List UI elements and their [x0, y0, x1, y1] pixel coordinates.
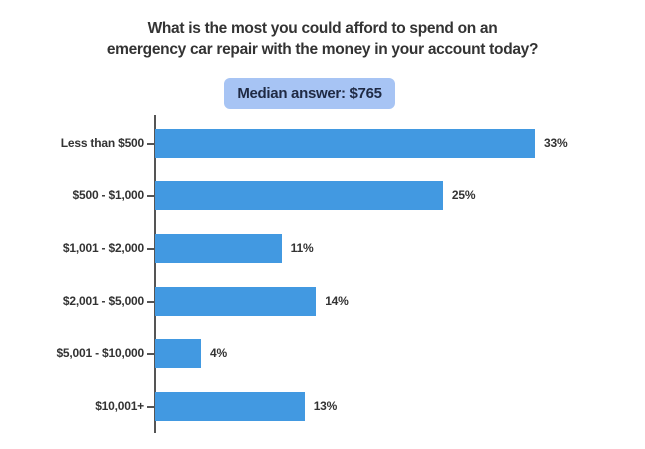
axis-tick: [147, 195, 154, 197]
bar: [155, 392, 305, 421]
category-label: $1,001 - $2,000: [62, 241, 144, 255]
value-label: 14%: [325, 294, 349, 308]
axis-tick: [147, 406, 154, 408]
category-label: $10,001+: [95, 399, 144, 413]
bar: [155, 181, 443, 210]
bar: [155, 234, 282, 263]
axis-tick: [147, 248, 154, 250]
category-label: $5,001 - $10,000: [56, 346, 144, 360]
axis-tick: [147, 353, 154, 355]
y-axis-line: [154, 115, 156, 433]
value-label: 25%: [451, 188, 476, 202]
value-label: 4%: [210, 346, 227, 360]
bar-row: $5,001 - $10,000 4%: [0, 339, 645, 368]
chart-title-line-2: emergency car repair with the money in y…: [106, 41, 539, 58]
bar-row: $1,001 - $2,000 11%: [0, 234, 645, 263]
value-label: 13%: [313, 399, 338, 413]
category-label: $500 - $1,000: [72, 188, 145, 202]
category-label: Less than $500: [60, 136, 144, 150]
median-annotation-badge: Median answer: $765: [224, 78, 395, 109]
value-label: 11%: [290, 241, 314, 255]
bar: [155, 339, 202, 368]
bar: [155, 129, 535, 158]
bar-row: $2,001 - $5,000 14%: [0, 287, 645, 316]
axis-tick: [147, 301, 154, 303]
category-label: $2,001 - $5,000: [62, 294, 144, 308]
axis-tick: [147, 143, 154, 145]
value-label: 33%: [544, 136, 568, 150]
chart-title-line-1: What is the most you could afford to spe…: [147, 20, 498, 37]
bar-row: Less than $500 33%: [0, 129, 645, 158]
bar-row: $500 - $1,000 25%: [0, 181, 645, 210]
bar: [155, 287, 317, 316]
chart-title: What is the most you could afford to spe…: [0, 18, 645, 60]
bar-row: $10,001+ 13%: [0, 392, 645, 421]
